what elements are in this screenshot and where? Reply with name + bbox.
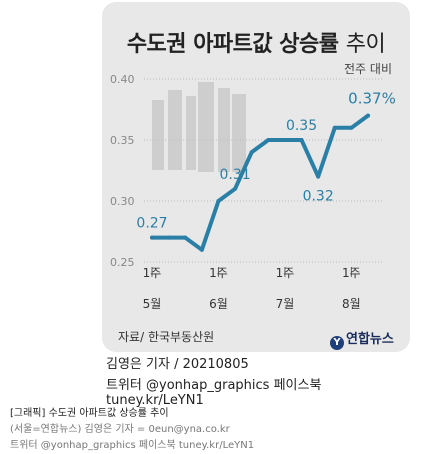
caption-label: [그래픽] 수도권 아파트값 상승률 추이 xyxy=(10,408,169,419)
x-tick-month: 8월 xyxy=(342,297,361,311)
data-point xyxy=(266,138,271,142)
apartment-building xyxy=(186,96,196,170)
chart-title: 수도권 아파트값 상승률 추이 xyxy=(126,32,386,57)
x-tick-month: 7월 xyxy=(276,297,295,311)
data-label: 0.27 xyxy=(136,216,167,232)
data-label: 0.37% xyxy=(348,90,396,108)
data-point xyxy=(233,186,238,191)
data-label: 0.35 xyxy=(286,118,317,134)
source-note: 자료/ 한국부동산원 xyxy=(118,330,215,344)
data-point xyxy=(282,138,287,142)
social-credit: 트위터 @yonhap_graphics 페이스북 tuney.kr/LeYN1 xyxy=(106,378,322,408)
data-point xyxy=(366,113,370,118)
caption-byline: (서울=연합뉴스) 김영은 기자 = 0eun@yna.co.kr xyxy=(10,424,230,435)
x-tick-month: 6월 xyxy=(209,297,228,311)
reporter-credit: 김영은 기자 / 20210805 xyxy=(106,357,249,372)
apartment-building xyxy=(218,88,230,172)
data-point xyxy=(299,138,304,142)
caption-social: 트위터 @yonhap_graphics 페이스북 tuney.kr/LeYN1 xyxy=(10,440,255,451)
data-point xyxy=(332,125,337,130)
data-point xyxy=(150,235,154,240)
data-label: 0.32 xyxy=(303,189,334,205)
x-tick-week: 1주 xyxy=(143,266,162,280)
line-chart: 0.40 0.35 0.30 0.25 1주 5월 1주 6월 1주 7월 1주 8월 0.27 0.31… xyxy=(110,73,396,311)
data-label: 0.31 xyxy=(219,167,250,183)
x-tick-month: 5월 xyxy=(143,297,162,311)
data-point xyxy=(249,150,254,155)
data-point xyxy=(166,235,171,240)
apartment-building xyxy=(168,90,182,170)
data-point xyxy=(199,247,204,252)
chart-subtitle: 전주 대비 xyxy=(344,62,392,76)
apartment-building xyxy=(232,94,246,172)
x-tick-week: 1주 xyxy=(276,266,295,280)
y-tick-label: 0.25 xyxy=(110,256,135,269)
apartment-building xyxy=(198,82,214,172)
chart-card: 수도권 아파트값 상승률 추이 전주 대비 0.40 0.35 0.30 0.25 1주… xyxy=(102,2,410,352)
y-tick-label: 0.40 xyxy=(110,73,135,86)
x-tick-week: 1주 xyxy=(209,266,228,280)
data-point xyxy=(216,199,221,203)
apartment-building xyxy=(152,100,164,170)
apartment-illustration xyxy=(152,82,246,172)
yonhap-logo: Y 연합뉴스 xyxy=(330,328,394,350)
y-tick-label: 0.30 xyxy=(110,195,135,208)
data-point xyxy=(316,174,321,179)
data-point xyxy=(349,125,354,130)
data-point xyxy=(183,235,188,240)
yonhap-logo-icon: Y xyxy=(330,336,344,350)
x-tick-week: 1주 xyxy=(342,266,361,280)
y-tick-label: 0.35 xyxy=(110,134,135,147)
series-line xyxy=(150,113,370,252)
